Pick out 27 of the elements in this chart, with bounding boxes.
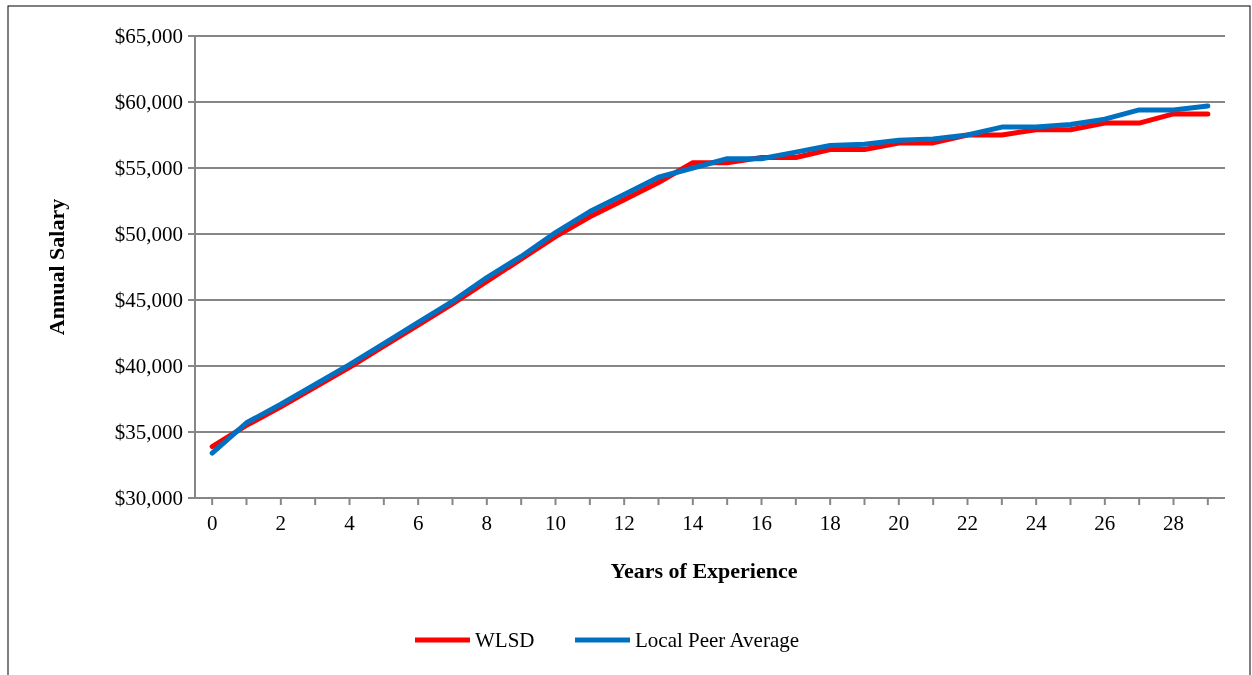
x-tick-label: 14 [682, 511, 704, 535]
x-tick-label: 16 [751, 511, 772, 535]
y-tick-label: $55,000 [114, 156, 183, 181]
x-tick-label: 10 [545, 511, 566, 535]
legend-label: Local Peer Average [635, 628, 800, 653]
y-tick-label: $45,000 [114, 288, 183, 313]
x-tick-label: 8 [481, 511, 493, 535]
x-tick-label: 4 [344, 511, 356, 535]
x-tick-label: 28 [1163, 511, 1184, 535]
x-tick-label: 24 [1025, 511, 1048, 535]
x-tick-label: 18 [819, 511, 841, 535]
y-axis-title: Annual Salary [44, 198, 69, 336]
x-tick-label: 20 [888, 511, 910, 535]
y-tick-label: $65,000 [114, 24, 183, 49]
y-tick-label: $30,000 [114, 486, 183, 511]
x-axis-title: Years of Experience [610, 558, 798, 583]
y-tick-label: $40,000 [114, 354, 183, 379]
x-tick-label: 12 [613, 511, 635, 535]
x-tick-label: 2 [275, 511, 287, 535]
legend-label: WLSD [475, 628, 535, 653]
x-tick-label: 6 [412, 511, 424, 535]
x-tick-label: 22 [957, 511, 978, 535]
x-tick-label: 0 [206, 511, 218, 535]
y-tick-label: $35,000 [114, 420, 183, 445]
y-tick-label: $50,000 [114, 222, 183, 247]
y-tick-label: $60,000 [114, 90, 183, 115]
x-tick-label: 26 [1094, 511, 1116, 535]
